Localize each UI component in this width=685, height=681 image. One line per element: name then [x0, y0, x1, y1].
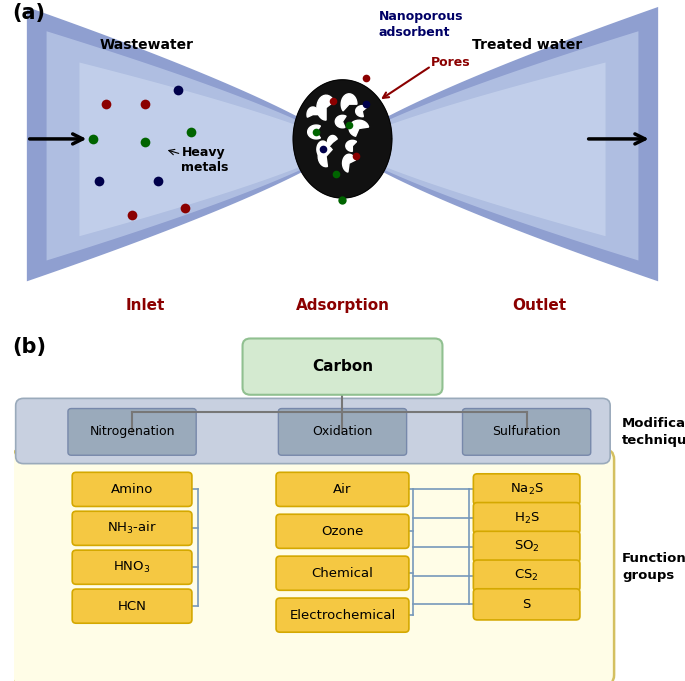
Text: Electrochemical: Electrochemical [289, 609, 396, 622]
Text: Outlet: Outlet [512, 298, 567, 313]
Text: NH$_3$-air: NH$_3$-air [107, 520, 157, 537]
FancyBboxPatch shape [16, 398, 610, 464]
Text: Chemical: Chemical [312, 567, 373, 580]
Text: (b): (b) [12, 336, 47, 357]
Text: (a): (a) [12, 3, 45, 23]
Text: Inlet: Inlet [125, 298, 165, 313]
FancyBboxPatch shape [473, 474, 580, 505]
FancyBboxPatch shape [12, 449, 614, 681]
Polygon shape [335, 115, 346, 128]
Text: Na$_2$S: Na$_2$S [510, 482, 544, 497]
FancyBboxPatch shape [278, 409, 407, 456]
Text: Heavy
metals: Heavy metals [182, 146, 229, 174]
Text: Modification
techniques: Modification techniques [622, 417, 685, 447]
FancyBboxPatch shape [68, 409, 196, 456]
Text: Nanoporous
adsorbent: Nanoporous adsorbent [379, 10, 463, 39]
Polygon shape [342, 155, 356, 172]
FancyBboxPatch shape [473, 589, 580, 620]
Text: Amino: Amino [111, 483, 153, 496]
FancyBboxPatch shape [276, 473, 409, 507]
FancyBboxPatch shape [276, 514, 409, 548]
FancyBboxPatch shape [473, 503, 580, 534]
Text: H$_2$S: H$_2$S [514, 511, 540, 526]
Polygon shape [346, 140, 357, 151]
Polygon shape [318, 146, 332, 167]
Text: HCN: HCN [118, 600, 147, 613]
FancyBboxPatch shape [72, 589, 192, 623]
Polygon shape [293, 80, 392, 198]
Text: Wastewater: Wastewater [99, 38, 193, 52]
Text: Oxidation: Oxidation [312, 426, 373, 439]
Polygon shape [317, 141, 329, 157]
Polygon shape [356, 106, 367, 116]
FancyBboxPatch shape [276, 556, 409, 590]
FancyBboxPatch shape [473, 560, 580, 591]
Polygon shape [317, 95, 334, 120]
FancyBboxPatch shape [462, 409, 590, 456]
FancyBboxPatch shape [72, 511, 192, 545]
Text: Ozone: Ozone [321, 525, 364, 538]
Text: Adsorption: Adsorption [295, 298, 390, 313]
Polygon shape [27, 7, 658, 281]
Text: Treated water: Treated water [471, 38, 582, 52]
Polygon shape [47, 31, 638, 261]
FancyBboxPatch shape [72, 550, 192, 584]
Text: Nitrogenation: Nitrogenation [89, 426, 175, 439]
Polygon shape [79, 63, 606, 236]
Text: Functional
groups: Functional groups [622, 552, 685, 582]
Text: SO$_2$: SO$_2$ [514, 539, 540, 554]
FancyBboxPatch shape [72, 473, 192, 507]
Polygon shape [341, 94, 357, 111]
FancyBboxPatch shape [276, 598, 409, 632]
Text: Sulfuration: Sulfuration [493, 426, 561, 439]
Polygon shape [327, 136, 337, 147]
Polygon shape [307, 107, 319, 117]
Text: S: S [523, 598, 531, 611]
Text: Carbon: Carbon [312, 359, 373, 374]
Polygon shape [349, 120, 369, 136]
FancyBboxPatch shape [242, 338, 443, 395]
Text: HNO$_3$: HNO$_3$ [113, 560, 151, 575]
Text: CS$_2$: CS$_2$ [514, 568, 539, 583]
Text: Air: Air [334, 483, 351, 496]
Text: Pores: Pores [432, 56, 471, 69]
FancyBboxPatch shape [473, 531, 580, 563]
Polygon shape [308, 125, 321, 139]
